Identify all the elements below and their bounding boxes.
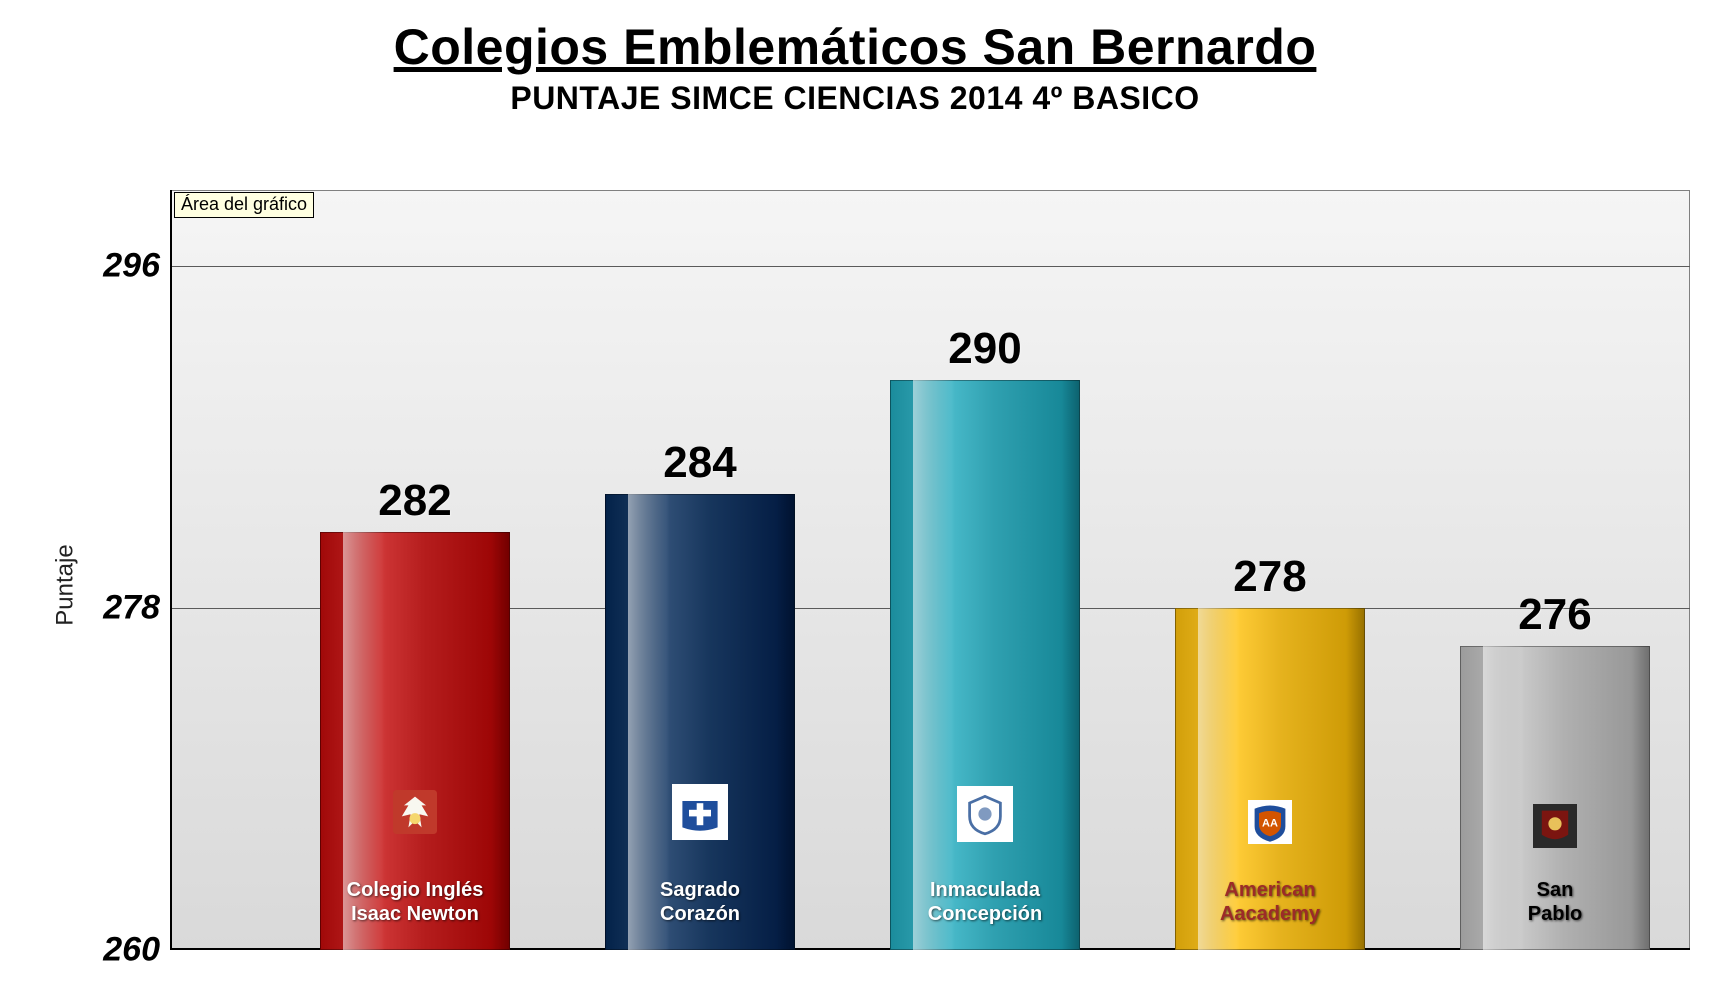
svg-text:AA: AA [1262,817,1278,829]
y-tick-label: 260 [70,931,160,970]
eagle-icon [387,784,443,840]
chart-tooltip: Área del gráfico [174,192,314,218]
bar-value: 282 [320,476,510,526]
y-tick-label: 296 [70,247,160,286]
y-axis-line [170,190,172,950]
bar-value: 284 [605,438,795,488]
bar-label: Inmaculada Concepción [890,878,1080,926]
bar-value: 278 [1175,552,1365,602]
bar-label: American Aacademy [1175,878,1365,926]
bar-value: 290 [890,324,1080,374]
bar-2: 290Inmaculada Concepción [890,380,1080,950]
chart-area: Puntaje Área del gráfico 260278296 282Co… [130,190,1690,980]
crest-icon: AA [1242,794,1298,850]
bar-1: 284Sagrado Corazón [605,494,795,950]
y-tick-label: 278 [70,589,160,628]
badge-icon [1527,798,1583,854]
bar-3: 278AAAmerican Aacademy [1175,608,1365,950]
bar-0: 282Colegio Inglés Isaac Newton [320,532,510,950]
bar-label: Sagrado Corazón [605,878,795,926]
shield-icon [957,786,1013,842]
page-subtitle: PUNTAJE SIMCE CIENCIAS 2014 4º BASICO [0,80,1710,117]
bar-4: 276San Pablo [1460,646,1650,950]
title-block: Colegios Emblemáticos San Bernardo PUNTA… [0,0,1710,117]
bar-value: 276 [1460,590,1650,640]
bar-label: Colegio Inglés Isaac Newton [320,878,510,926]
bar-label: San Pablo [1460,878,1650,926]
cross-icon [672,784,728,840]
page-title: Colegios Emblemáticos San Bernardo [0,18,1710,76]
grid-line [170,266,1690,267]
